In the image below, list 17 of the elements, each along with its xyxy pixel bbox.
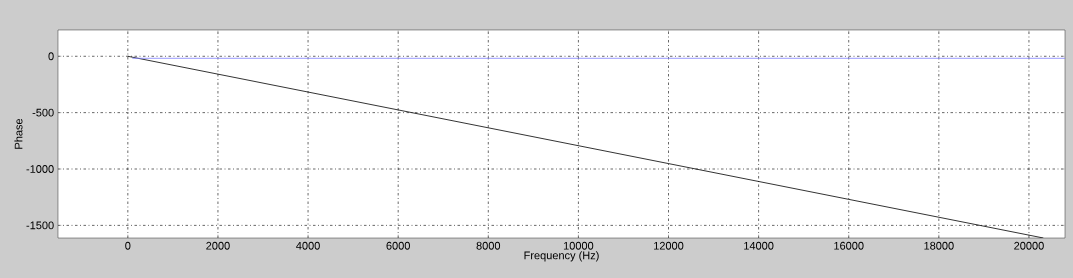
x-tick-label: 8000 (476, 241, 501, 250)
y-tick-label: -1000 (26, 165, 54, 173)
x-tick-label: 2000 (206, 241, 230, 250)
x-tick-label: 10000 (563, 241, 594, 250)
y-axis-title: Phase (14, 118, 23, 149)
x-tick-label: 18000 (924, 241, 954, 250)
x-tick-label: 6000 (386, 241, 410, 250)
x-tick-label: 20000 (1014, 241, 1044, 250)
x-tick-label: 16000 (834, 241, 864, 250)
x-axis-title: Frequency (Hz) (524, 251, 599, 262)
x-tick-label: 4000 (296, 241, 320, 250)
x-tick-label: 12000 (654, 241, 684, 250)
y-tick-label: 0 (48, 52, 54, 61)
x-tick-label: 14000 (744, 241, 774, 250)
y-tick-label: -500 (32, 108, 54, 117)
y-tick-label: -1500 (26, 221, 54, 230)
x-tick-label: 0 (125, 241, 131, 250)
